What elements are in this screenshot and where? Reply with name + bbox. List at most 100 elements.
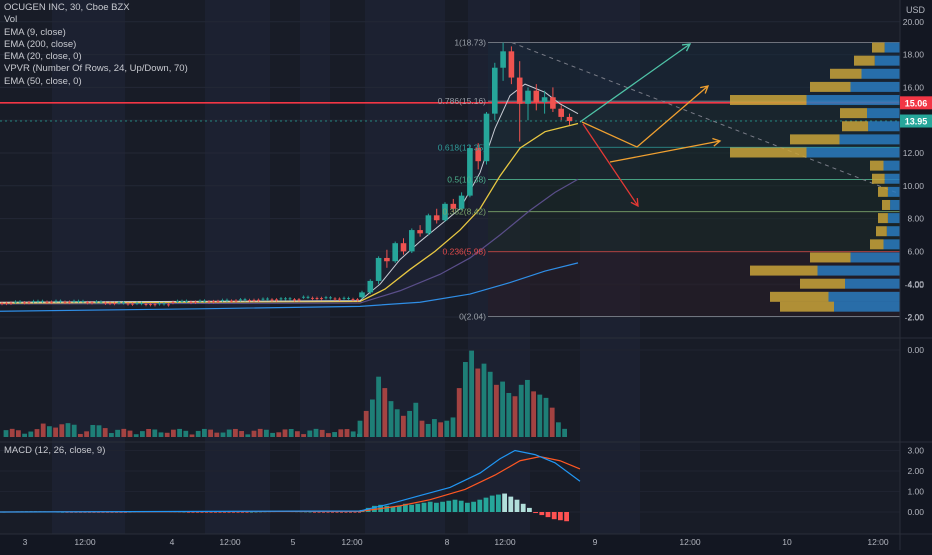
candle-body — [54, 300, 58, 302]
candle-body — [293, 299, 296, 301]
candle-body — [417, 230, 423, 234]
macd-hist-bar — [452, 499, 458, 512]
macd-hist-bar — [209, 512, 213, 513]
macd-hist-bar — [317, 512, 321, 513]
candle-body — [36, 300, 40, 302]
candle-body — [442, 203, 448, 221]
indicator-legend: OCUGEN INC, 30, Cboe BZX Vol EMA (9, clo… — [4, 2, 188, 88]
volume-bar — [394, 409, 400, 437]
session-band-light — [205, 0, 270, 534]
candle-body — [516, 77, 523, 104]
candle-body — [392, 243, 398, 262]
candle-body — [140, 302, 143, 304]
candle-body — [500, 51, 506, 68]
macd-hist-bar — [313, 512, 316, 513]
volume-bar — [413, 402, 419, 437]
volume-bar — [338, 429, 344, 437]
candle-body — [338, 298, 341, 300]
volume-bar — [307, 430, 313, 437]
symbol-title[interactable]: OCUGEN INC, 30, Cboe BZX — [4, 2, 130, 13]
volume-bar — [531, 391, 536, 437]
volume-bar — [350, 431, 356, 437]
candle-body — [23, 302, 26, 304]
legend-vpvr[interactable]: VPVR (Number Of Rows, 24, Up/Down, 70) — [4, 63, 188, 75]
red-price-label: 15.06 — [905, 98, 928, 108]
volume-bar — [53, 427, 58, 437]
vol-tick-label: 0.00 — [907, 345, 924, 355]
candle-body — [311, 297, 314, 299]
macd-hist-bar — [349, 512, 352, 513]
macd-hist-bar — [502, 493, 507, 512]
time-tick-label: 12:00 — [494, 537, 516, 547]
volume-bar — [282, 429, 288, 437]
red-price-badge — [900, 96, 932, 110]
macd-hist-bar — [236, 512, 240, 513]
price-tick-label: 18.00 — [903, 50, 925, 60]
macd-hist-bar — [533, 512, 538, 514]
legend-ema200[interactable]: EMA (200, close) — [4, 38, 77, 50]
arrow-bull-head — [681, 43, 692, 52]
legend-ema50[interactable]: EMA (50, close, 0) — [4, 75, 82, 87]
macd-hist-bar — [205, 512, 208, 513]
time-tick-label: 4 — [170, 537, 175, 547]
volume-bar — [376, 376, 381, 437]
candle-body — [45, 301, 49, 303]
candle-body — [342, 297, 346, 299]
volume-bar — [28, 431, 34, 437]
macd-hist-bar — [471, 501, 476, 512]
legend-ema9[interactable]: EMA (9, close) — [4, 26, 66, 38]
volume-bar — [102, 428, 108, 437]
volume-bar — [370, 399, 375, 437]
candle-body — [400, 243, 407, 252]
vpvr-up — [868, 121, 900, 132]
session-band-light — [300, 0, 330, 534]
vpvr-down — [878, 186, 888, 197]
macd-hist-bar — [564, 512, 569, 522]
arrow-bull — [579, 43, 691, 123]
volume-bar — [313, 428, 319, 437]
time-tick-label: 3 — [23, 537, 28, 547]
candle-body — [270, 299, 274, 301]
macd-hist-bar — [191, 512, 195, 513]
price-tick-label: 2.00 — [907, 312, 924, 322]
volume-bar — [233, 428, 238, 437]
session-band — [445, 0, 468, 534]
legend-vol[interactable]: Vol — [4, 14, 18, 26]
last-price-label: 13.95 — [905, 117, 928, 127]
macd-hist-bar — [403, 503, 408, 512]
candle-body — [212, 301, 215, 303]
fib-zone — [488, 179, 900, 212]
volume-bar — [245, 434, 251, 437]
volume-bar — [22, 433, 27, 437]
candle-body — [144, 304, 148, 306]
macd-hist-bar — [514, 499, 520, 512]
macd-hist-bar — [520, 503, 526, 512]
session-band — [0, 0, 52, 534]
fib-label: 0.786(15.16) — [438, 96, 486, 106]
candle-body — [167, 304, 170, 306]
macd-hist-bar — [458, 500, 464, 512]
candle-body — [257, 299, 260, 301]
time-axis[interactable]: 3 12:00 4 12:00 5 12:00 8 12:00 9 12:00 10 12:00 — [23, 537, 889, 547]
macd-hist-bar — [390, 506, 396, 512]
vpvr-up — [817, 265, 900, 276]
arrow-mid-up-head — [700, 85, 710, 94]
fib-label: 0.382(8.42) — [443, 207, 487, 217]
vpvr-up — [839, 134, 900, 145]
legend-ema20[interactable]: EMA (20, close, 0) — [4, 51, 82, 63]
candle-body — [297, 299, 301, 301]
candle-body — [0, 302, 4, 304]
vpvr-up — [887, 213, 900, 224]
fib-zone — [488, 211, 900, 252]
candle-body — [131, 303, 134, 305]
vpvr-up — [850, 81, 900, 92]
macd-hist-bar — [124, 512, 127, 513]
price-axis[interactable]: 0.00 -2.00 -4.00 3.00 2.00 1.00 0.00 20.00 18.00… — [900, 17, 932, 517]
volume-bar — [344, 429, 350, 437]
volume-bar — [456, 388, 462, 437]
candle-body — [492, 67, 498, 114]
macd-hist-bar — [558, 512, 563, 521]
arrow-mid-flat — [609, 140, 721, 163]
macd-hist-bar — [489, 495, 495, 512]
